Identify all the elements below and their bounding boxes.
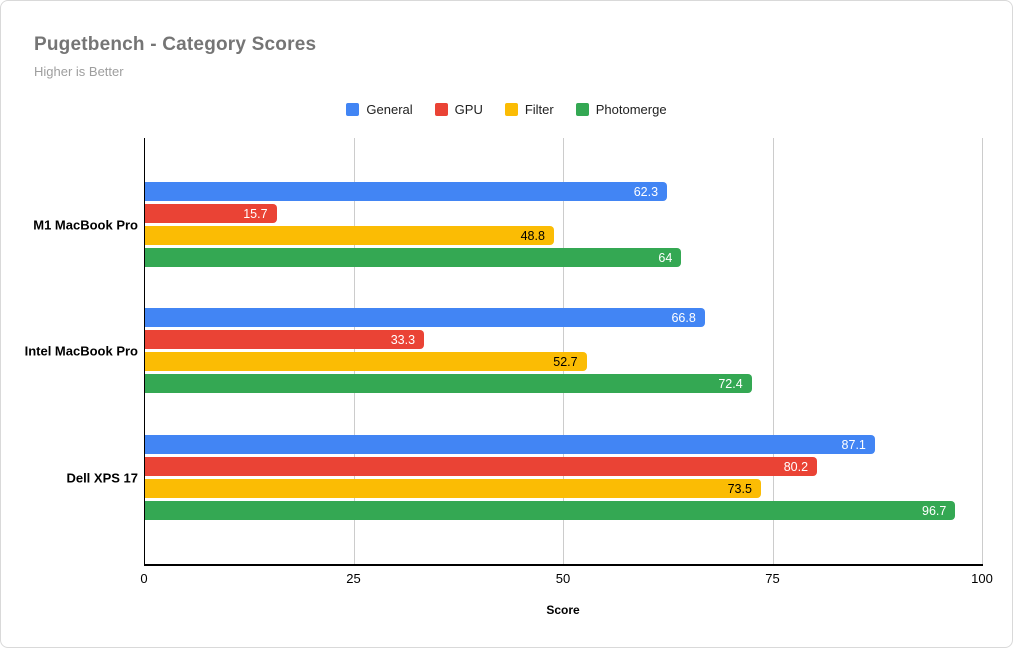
- chart-subtitle: Higher is Better: [34, 64, 124, 79]
- bar-filter-dell-xps-17: 73.5: [145, 479, 761, 498]
- bar-value-label: 96.7: [922, 503, 947, 518]
- legend-label: Filter: [524, 102, 554, 117]
- legend-item-filter: Filter: [504, 102, 554, 117]
- gpu-swatch-icon: [434, 103, 448, 116]
- photomerge-swatch-icon: [575, 103, 589, 116]
- category-label-intel-macbook-pro: Intel MacBook Pro: [24, 343, 138, 358]
- bar-photomerge-m1-macbook-pro: 64: [145, 248, 682, 267]
- bar-group-m1-macbook-pro: 62.3 15.7 48.8 64: [145, 182, 983, 267]
- legend-label: GPU: [454, 102, 483, 117]
- legend-label: General: [366, 102, 413, 117]
- bar-gpu-dell-xps-17: 80.2: [145, 457, 818, 476]
- bar-filter-m1-macbook-pro: 48.8: [145, 226, 554, 245]
- gridline-75: [772, 138, 774, 564]
- x-tick-label-100: 100: [971, 571, 993, 586]
- x-axis-title: Score: [546, 603, 580, 617]
- bar-group-dell-xps-17: 87.1 80.2 73.5 96.7: [145, 435, 983, 520]
- bar-general-dell-xps-17: 87.1: [145, 435, 875, 454]
- legend: General GPU Filter Photomerge: [1, 102, 1012, 117]
- chart-title: Pugetbench - Category Scores: [34, 34, 317, 55]
- legend-item-gpu: GPU: [434, 102, 483, 117]
- bar-filter-intel-macbook-pro: 52.7: [145, 352, 587, 371]
- bar-value-label: 66.8: [671, 310, 696, 325]
- category-label-m1-macbook-pro: M1 MacBook Pro: [33, 217, 138, 232]
- filter-swatch-icon: [504, 103, 518, 116]
- bar-group-intel-macbook-pro: 66.8 33.3 52.7 72.4: [145, 308, 983, 393]
- gridline-25: [353, 138, 355, 564]
- x-tick-label-25: 25: [346, 571, 361, 586]
- gridline-100: [982, 138, 983, 564]
- x-tick-label-75: 75: [765, 571, 780, 586]
- x-tick-label-50: 50: [555, 571, 571, 586]
- bar-photomerge-dell-xps-17: 96.7: [145, 501, 956, 520]
- category-label-dell-xps-17: Dell XPS 17: [66, 470, 138, 485]
- x-tick-label-0: 0: [140, 571, 148, 586]
- bar-value-label: 80.2: [783, 459, 809, 474]
- bar-value-label: 87.1: [841, 437, 866, 452]
- bar-value-label: 72.4: [718, 376, 743, 391]
- bar-gpu-m1-macbook-pro: 15.7: [145, 204, 277, 223]
- bar-value-label: 15.7: [243, 206, 268, 221]
- plot-area: 62.3 15.7 48.8 64 66.8 33.3 52.7 72.4 87.1 80.2 73…: [144, 138, 983, 566]
- general-swatch-icon: [346, 103, 360, 116]
- legend-label: Photomerge: [595, 102, 667, 117]
- bar-value-label: 62.3: [633, 184, 659, 199]
- bar-value-label: 73.5: [727, 481, 752, 496]
- legend-item-general: General: [346, 102, 413, 117]
- bar-value-label: 64: [658, 250, 673, 265]
- bar-value-label: 33.3: [390, 332, 416, 347]
- bar-value-label: 52.7: [553, 354, 578, 369]
- bar-value-label: 48.8: [520, 228, 545, 243]
- bar-general-intel-macbook-pro: 66.8: [145, 308, 705, 327]
- legend-item-photomerge: Photomerge: [575, 102, 667, 117]
- bar-gpu-intel-macbook-pro: 33.3: [145, 330, 425, 349]
- bar-general-m1-macbook-pro: 62.3: [145, 182, 668, 201]
- bar-photomerge-intel-macbook-pro: 72.4: [145, 374, 752, 393]
- gridline-50: [563, 138, 564, 564]
